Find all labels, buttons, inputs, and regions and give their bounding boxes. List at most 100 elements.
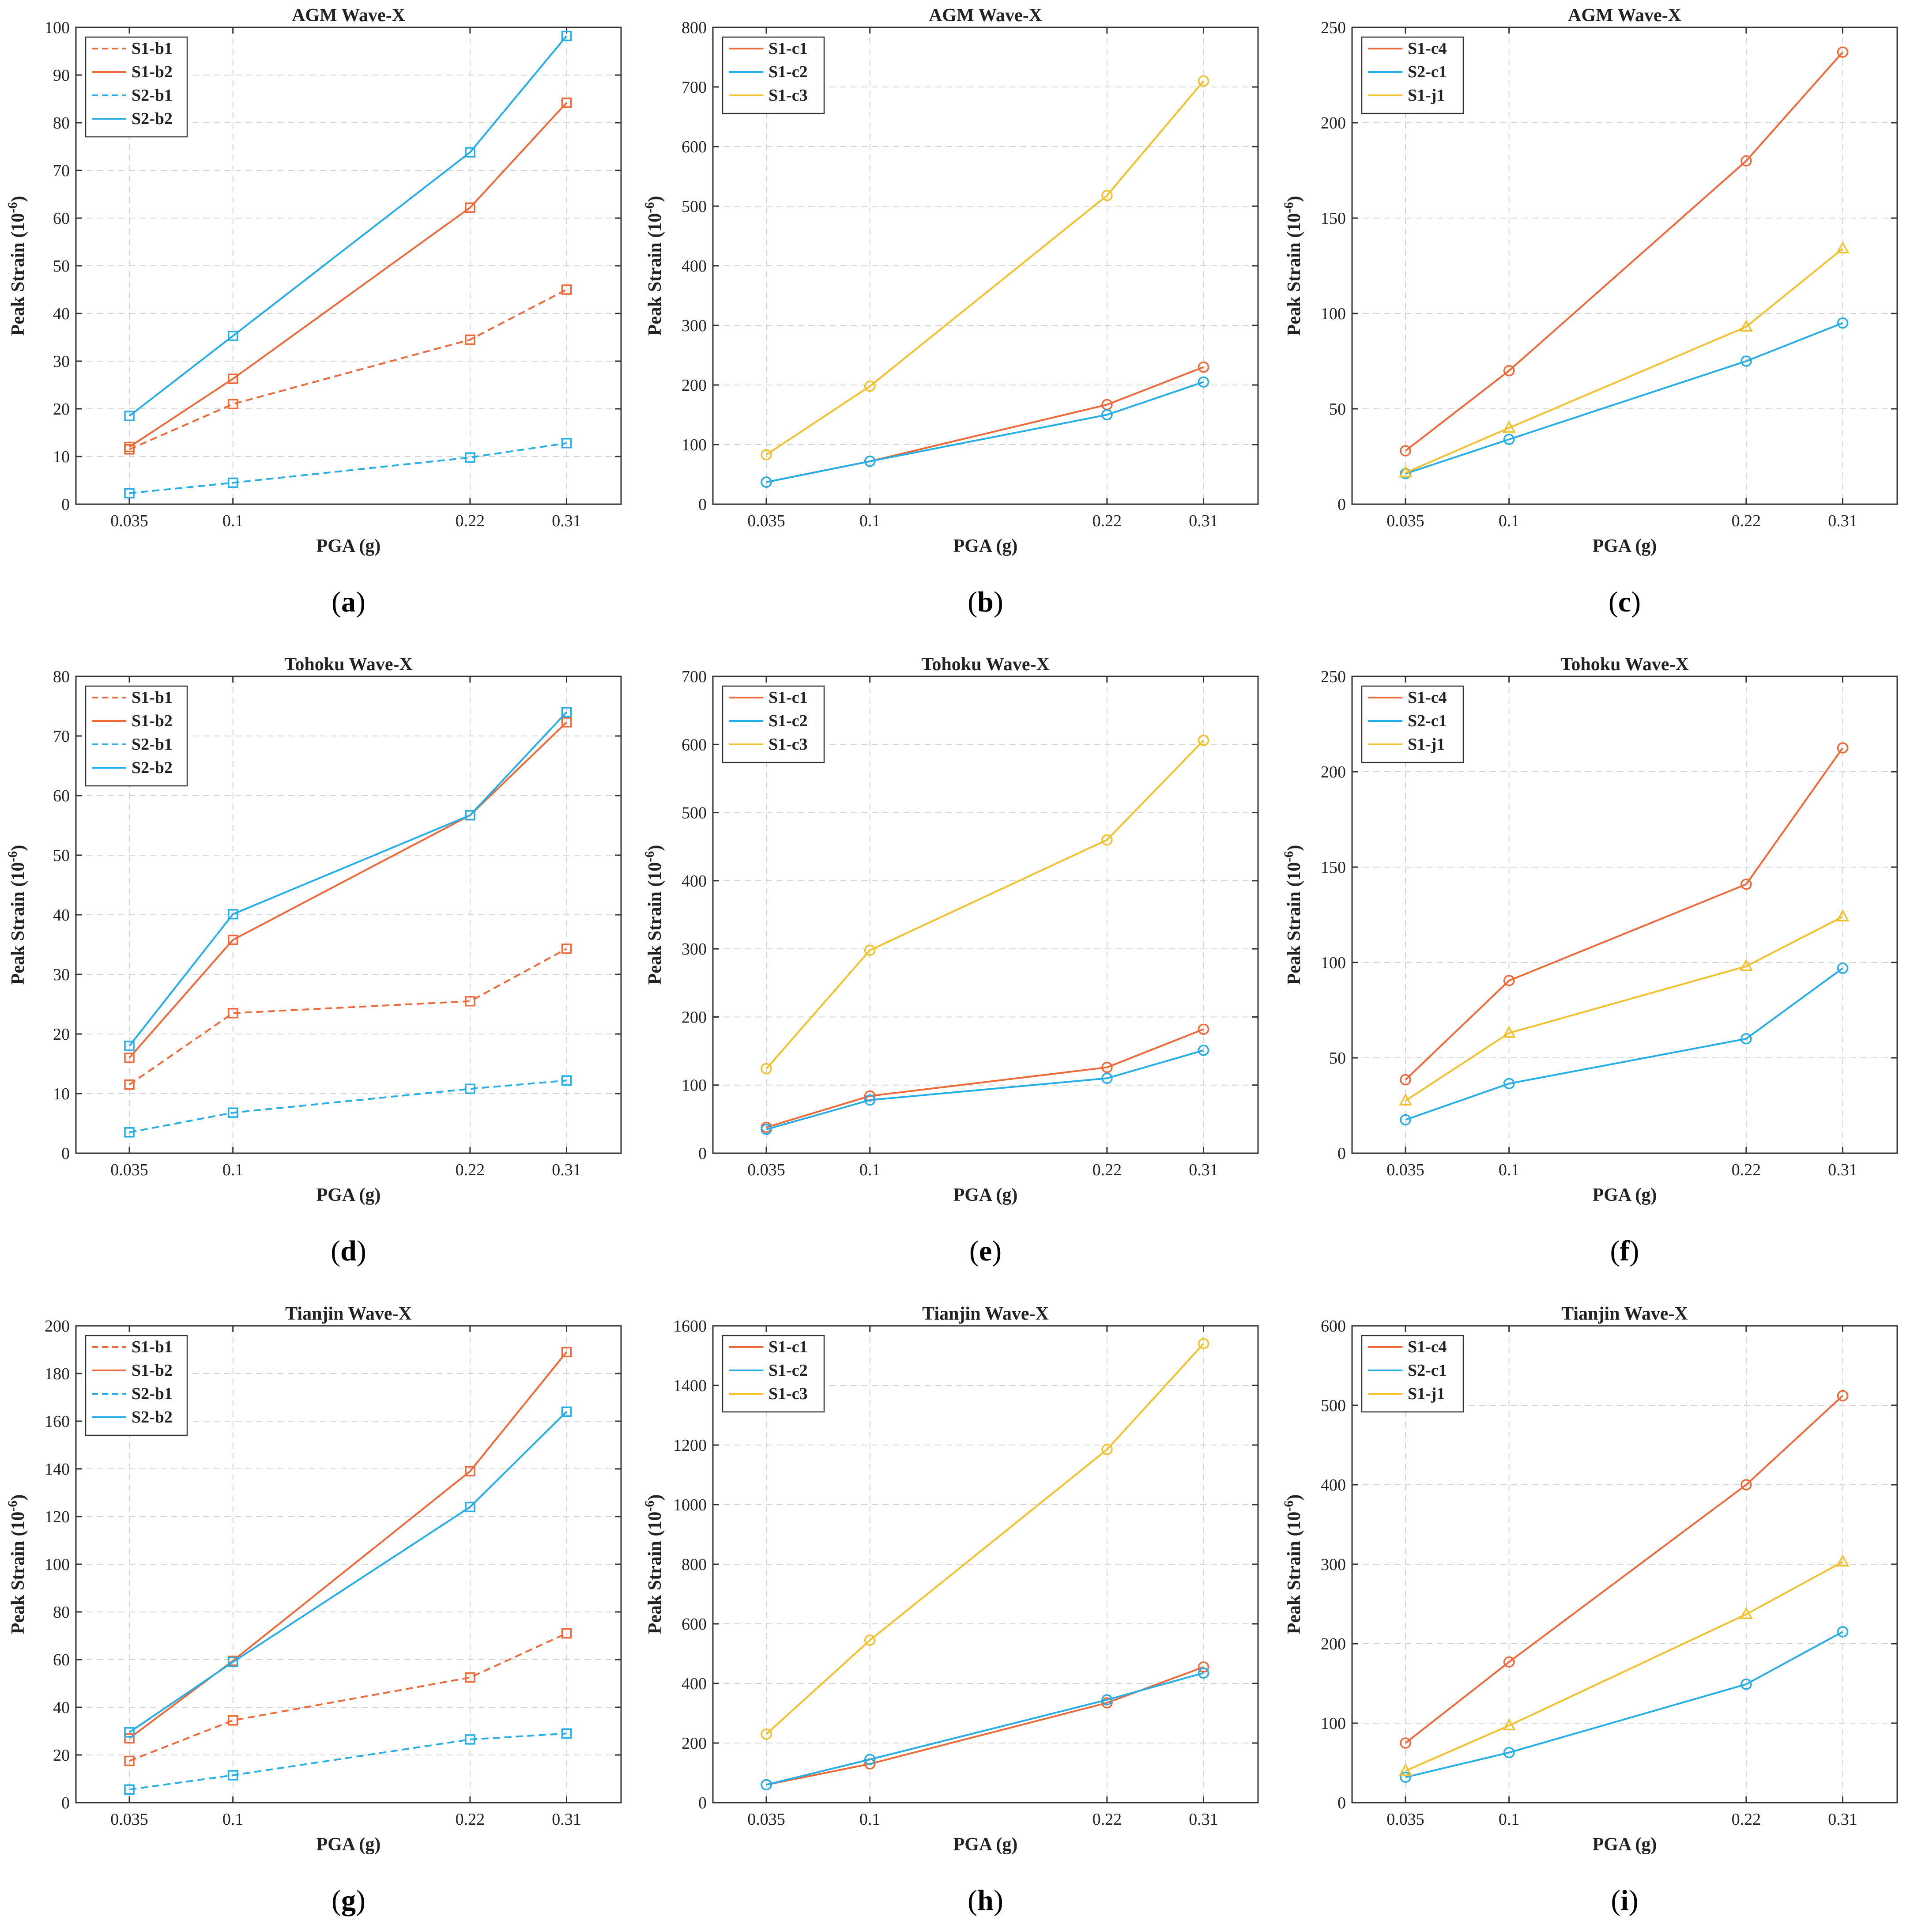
legend-label: S1-c3 (769, 86, 808, 105)
panel-b: 0 100 200 300 400 500 600 700 800 0.035 0.1 0.22 0.3… (642, 5, 1259, 618)
x-tick-label: 0.1 (1499, 1161, 1520, 1179)
data-point-S2-c1 (1740, 355, 1752, 367)
y-tick-label: 70 (53, 162, 70, 180)
series-line-S1-c3 (765, 80, 1205, 456)
axes-frame (712, 675, 1259, 1154)
x-tick-label: 0.31 (552, 1161, 581, 1179)
data-point-S2-c1 (1503, 1078, 1515, 1090)
x-tick-label: 0.31 (1189, 1810, 1218, 1829)
y-tick-label: 300 (682, 940, 707, 958)
y-tick-label: 40 (53, 1698, 70, 1717)
y-tick-label: 160 (45, 1412, 70, 1431)
data-point-S1-c4 (1400, 445, 1411, 457)
data-point-S1-j1 (1739, 319, 1753, 332)
x-tick-label: 0.1 (859, 1161, 881, 1179)
data-point-S1-b2 (124, 441, 135, 453)
x-tick-label: 0.035 (1386, 1161, 1424, 1179)
y-tick-label: 100 (1321, 954, 1346, 972)
data-point-S2-b2 (227, 909, 238, 920)
x-axis-label: PGA (g) (953, 1185, 1018, 1205)
panel-d: 0 10 20 30 40 50 60 70 80 0.035 0.1 0.22 0.31 Tohoku … (5, 654, 622, 1267)
y-tick-label: 120 (45, 1508, 70, 1526)
y-tick-label: 30 (53, 966, 70, 984)
y-tick-label: 400 (1321, 1476, 1346, 1494)
y-tick-label: 500 (682, 197, 707, 216)
data-point-S1-c2 (864, 1754, 876, 1765)
x-tick-label: 0.035 (1386, 512, 1424, 530)
data-point-S1-j1 (1399, 465, 1412, 478)
data-point-S1-j1 (1502, 420, 1516, 433)
legend-label: S2-c1 (1408, 1361, 1447, 1380)
y-tick-label: 50 (53, 257, 70, 275)
y-tick-label: 20 (53, 1025, 70, 1044)
y-tick-label: 0 (698, 1144, 707, 1163)
x-axis-label: PGA (g) (316, 1185, 381, 1205)
y-tick-label: 250 (1321, 668, 1346, 686)
x-tick-label: 0.22 (456, 1810, 485, 1829)
x-axis-label: PGA (g) (316, 1834, 381, 1855)
data-point-S1-c2 (1101, 1694, 1113, 1706)
y-tick-label: 1600 (673, 1317, 707, 1336)
x-tick-label: 0.31 (552, 1810, 581, 1829)
chart-title: Tianjin Wave-X (285, 1304, 412, 1324)
data-point-S2-b2 (227, 1657, 238, 1668)
y-axis-label: Peak Strain (10-6) (1281, 196, 1304, 336)
legend-label: S1-b1 (132, 39, 173, 58)
series-line-S1-c1 (766, 1028, 1204, 1128)
legend-box (1361, 685, 1464, 763)
chart-title: Tianjin Wave-X (1561, 1304, 1688, 1324)
data-point-S1-c2 (1198, 1667, 1209, 1679)
y-axis-label: Peak Strain (10-6) (5, 196, 28, 336)
data-point-S1-b2 (227, 934, 238, 945)
data-point-S2-c1 (1503, 1747, 1515, 1758)
data-point-S2-b1 (124, 488, 135, 498)
data-point-S1-c4 (1740, 1479, 1752, 1491)
y-tick-label: 30 (53, 352, 70, 371)
y-axis-label: Peak Strain (10-6) (5, 845, 28, 985)
data-point-S1-c4 (1837, 1390, 1849, 1402)
y-tick-label: 0 (1337, 1794, 1346, 1812)
legend-label: S1-c4 (1408, 39, 1447, 58)
data-point-S2-b1 (124, 1784, 135, 1795)
legend-label: S2-b1 (132, 735, 173, 754)
x-tick-label: 0.22 (1093, 512, 1122, 530)
data-point-S1-b1 (561, 284, 572, 295)
axes-frame (1351, 675, 1898, 1154)
panel-caption: (h) (968, 1884, 1003, 1917)
legend-label: S1-c2 (769, 712, 808, 730)
x-tick-label: 0.035 (747, 1161, 785, 1179)
data-point-S1-b1 (227, 399, 238, 409)
series-line-S2-c1 (1405, 1631, 1843, 1778)
data-point-S1-c3 (1101, 189, 1113, 201)
data-point-S1-b2 (561, 717, 572, 728)
data-point-S2-c1 (1837, 1626, 1849, 1638)
series-line-S1-c4 (1405, 747, 1844, 1081)
y-axis-label: Peak Strain (10-6) (1281, 845, 1304, 985)
data-point-S2-c1 (1837, 962, 1849, 974)
series-line-S1-j1 (1405, 1561, 1843, 1772)
data-point-S1-c3 (1101, 1444, 1113, 1455)
legend-label: S2-b2 (132, 109, 173, 128)
series-line-S1-c2 (766, 1049, 1204, 1130)
data-point-S1-c4 (1740, 879, 1752, 890)
data-point-S1-c2 (761, 1779, 772, 1791)
legend-label: S1-b1 (132, 1338, 173, 1356)
data-point-S2-b2 (124, 411, 135, 421)
y-tick-label: 100 (682, 436, 707, 454)
data-point-S1-j1 (1399, 1763, 1412, 1776)
x-tick-label: 0.22 (1732, 1810, 1761, 1829)
series-line-S1-b1 (129, 289, 567, 450)
y-tick-label: 0 (61, 495, 70, 514)
data-point-S2-b1 (561, 1728, 572, 1739)
data-point-S1-b1 (465, 1672, 475, 1683)
y-tick-label: 600 (1321, 1317, 1346, 1336)
legend-box (85, 1335, 188, 1436)
data-point-S1-c2 (864, 1094, 876, 1106)
data-point-S1-j1 (1836, 909, 1850, 922)
axes-frame (1351, 26, 1898, 505)
panel-e: 0 100 200 300 400 500 600 700 0.035 0.1 0.22 0.31 To… (642, 654, 1259, 1267)
series-line-S2-b1 (129, 1732, 567, 1791)
x-tick-label: 0.1 (1499, 1810, 1520, 1829)
data-point-S2-b1 (465, 452, 475, 463)
data-point-S2-b2 (561, 30, 572, 42)
